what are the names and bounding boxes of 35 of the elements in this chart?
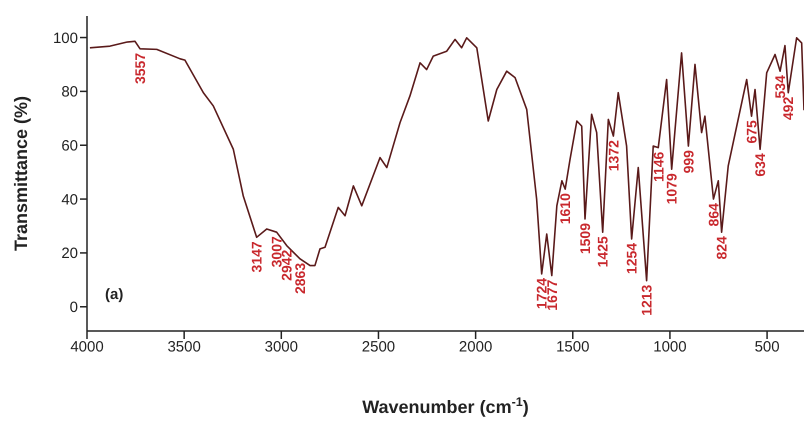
y-tick-label: 60 <box>61 138 78 155</box>
annotation: 824 <box>714 236 730 260</box>
y-tick-label: 80 <box>61 84 78 101</box>
annotation: 999 <box>680 150 696 174</box>
x-axis-title: Wavenumber (cm$^{-1}$) <box>362 395 529 417</box>
annotation: 634 <box>752 153 768 177</box>
y-axis-title: Transmittance (%) <box>10 96 31 252</box>
x-tick-label: 2000 <box>458 338 492 356</box>
annotation: 1213 <box>638 284 655 316</box>
annotation: (a) <box>105 286 124 303</box>
y-tick-label: 20 <box>61 245 78 262</box>
annotation: 1254 <box>624 242 640 274</box>
x-tick-label: 3000 <box>264 338 298 356</box>
x-tick-label: 1500 <box>556 338 590 356</box>
x-tick-label: 3500 <box>167 338 201 356</box>
annotation: 1509 <box>577 222 594 254</box>
annotation: 492 <box>780 96 796 120</box>
annotation: 675 <box>744 120 760 144</box>
annotation: 3557 <box>132 52 148 84</box>
annotation: 3147 <box>248 241 265 272</box>
annotation: 1372 <box>605 140 622 172</box>
x-tick-label: 4000 <box>70 338 104 356</box>
y-tick-label: 100 <box>52 30 78 47</box>
y-tick-label: 40 <box>61 191 78 208</box>
x-tick-label: 2500 <box>362 338 396 356</box>
annotation: 1146 <box>650 151 666 182</box>
x-tick-label: 1000 <box>653 338 687 356</box>
y-tick-label: 0 <box>70 299 78 316</box>
annotation: 1425 <box>594 236 611 268</box>
annotation: 864 <box>705 202 722 226</box>
x-tick-label: 500 <box>754 338 780 356</box>
annotation: 2863 <box>292 262 308 294</box>
annotation: 1610 <box>557 192 574 224</box>
annotation: 534 <box>772 74 788 99</box>
annotation: 1079 <box>664 172 680 204</box>
